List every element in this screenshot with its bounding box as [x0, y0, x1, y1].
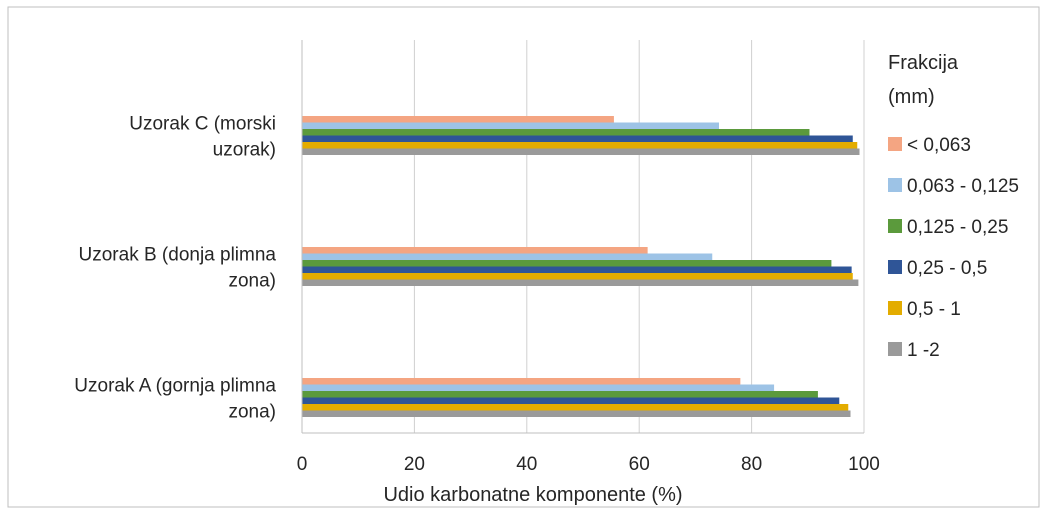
legend: Frakcija (mm) < 0,063 0,063 - 0,125 0,125 - … — [888, 52, 1019, 361]
legend-swatch — [888, 301, 902, 315]
bar — [302, 273, 853, 280]
legend-title: Frakcija — [888, 52, 959, 74]
x-tick-label: 100 — [848, 454, 880, 475]
legend-swatch — [888, 342, 902, 356]
labels: 0 20 40 60 80 100 Udio karbonatne komponente (… — [74, 114, 880, 507]
category-label: Uzorak B (donja plimna — [79, 245, 277, 266]
category-label: Uzorak C (morski — [129, 114, 276, 135]
bars — [302, 116, 860, 417]
bar — [302, 397, 840, 404]
bar — [302, 135, 853, 142]
legend-entry: 0,25 - 0,5 — [907, 258, 987, 279]
category-label: uzorak) — [213, 140, 276, 161]
legend-entry: 0,5 - 1 — [907, 299, 961, 320]
bar — [302, 279, 859, 286]
legend-entry: 0,063 - 0,125 — [907, 176, 1019, 197]
x-axis-label: Udio karbonatne komponente (%) — [383, 484, 682, 506]
category-label: Uzorak A (gornja plimna — [74, 376, 276, 397]
bar — [302, 142, 858, 149]
bar — [302, 129, 810, 136]
bar — [302, 266, 852, 273]
bar — [302, 122, 720, 129]
legend-entry: 1 -2 — [907, 340, 940, 361]
legend-swatch — [888, 178, 902, 192]
x-tick-label: 40 — [516, 454, 537, 475]
bar — [302, 116, 614, 123]
category-label: zona) — [228, 271, 276, 292]
legend-title: (mm) — [888, 86, 935, 108]
x-tick-label: 0 — [297, 454, 308, 475]
bar — [302, 260, 832, 267]
x-tick-label: 60 — [629, 454, 650, 475]
legend-entry: < 0,063 — [907, 135, 971, 156]
bar — [302, 404, 849, 411]
bar — [302, 384, 775, 391]
bar — [302, 410, 851, 417]
x-tick-label: 20 — [404, 454, 425, 475]
legend-swatch — [888, 260, 902, 274]
legend-swatch — [888, 137, 902, 151]
bar — [302, 247, 648, 254]
bar — [302, 378, 741, 385]
category-label: zona) — [228, 402, 276, 423]
bar — [302, 253, 713, 260]
bar — [302, 148, 860, 155]
bar — [302, 391, 818, 398]
legend-swatch — [888, 219, 902, 233]
legend-entry: 0,125 - 0,25 — [907, 217, 1008, 238]
x-tick-label: 80 — [741, 454, 762, 475]
axes — [301, 40, 864, 434]
